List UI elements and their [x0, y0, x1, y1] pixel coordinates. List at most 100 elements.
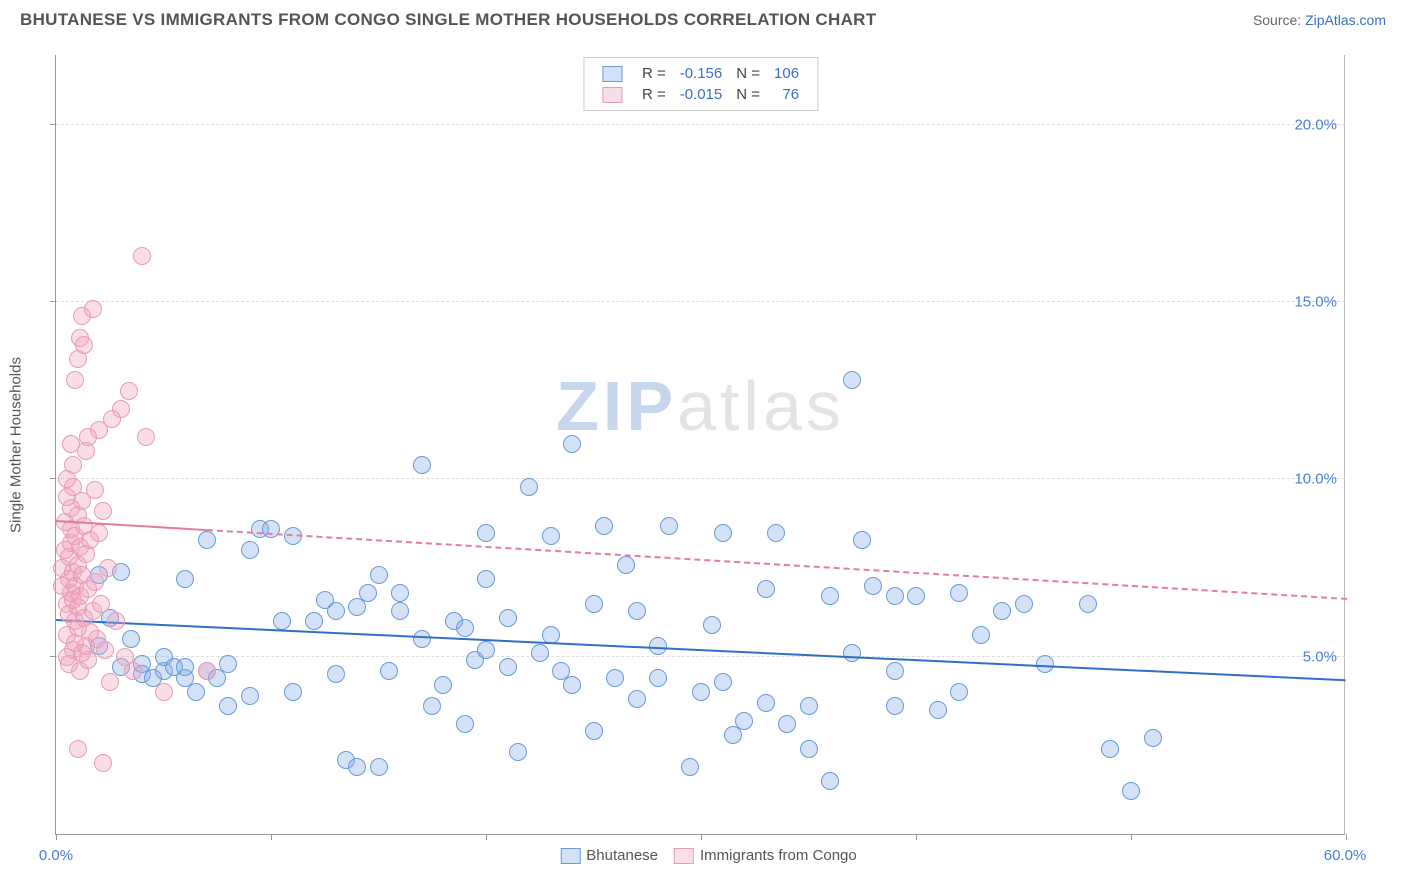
data-point: [94, 754, 112, 772]
data-point: [993, 602, 1011, 620]
data-point: [499, 609, 517, 627]
data-point: [359, 584, 377, 602]
data-point: [821, 772, 839, 790]
data-point: [477, 570, 495, 588]
data-point: [649, 669, 667, 687]
data-point: [595, 517, 613, 535]
legend-series-name: Immigrants from Congo: [700, 847, 857, 864]
n-label: N =: [730, 85, 766, 104]
data-point: [778, 715, 796, 733]
data-point: [413, 630, 431, 648]
x-tick: [1131, 834, 1132, 840]
n-label: N =: [730, 64, 766, 83]
data-point: [628, 602, 646, 620]
r-value: -0.015: [674, 85, 729, 104]
r-label: R =: [636, 85, 672, 104]
data-point: [198, 531, 216, 549]
data-point: [241, 541, 259, 559]
data-point: [509, 743, 527, 761]
data-point: [531, 644, 549, 662]
data-point: [714, 524, 732, 542]
legend-stats: R =-0.156N =106 R =-0.015N =76: [583, 57, 818, 111]
n-value: 76: [768, 85, 805, 104]
watermark: ZIPatlas: [556, 366, 845, 446]
data-point: [800, 740, 818, 758]
data-point: [120, 382, 138, 400]
legend-swatch: [602, 66, 622, 82]
data-point: [124, 662, 142, 680]
data-point: [96, 641, 114, 659]
data-point: [585, 722, 603, 740]
y-tick-label: 20.0%: [1294, 116, 1337, 133]
data-point: [413, 456, 431, 474]
data-point: [477, 524, 495, 542]
gridline: [56, 124, 1345, 125]
data-point: [219, 697, 237, 715]
data-point: [69, 740, 87, 758]
legend-stat-row: R =-0.015N =76: [596, 85, 805, 104]
source-attribution: Source: ZipAtlas.com: [1253, 12, 1386, 28]
data-point: [137, 428, 155, 446]
data-point: [456, 619, 474, 637]
data-point: [1079, 595, 1097, 613]
data-point: [107, 612, 125, 630]
x-tick: [701, 834, 702, 840]
data-point: [198, 662, 216, 680]
gridline: [56, 301, 1345, 302]
watermark-zip: ZIP: [556, 367, 677, 445]
data-point: [187, 683, 205, 701]
data-point: [327, 602, 345, 620]
data-point: [92, 595, 110, 613]
data-point: [75, 336, 93, 354]
data-point: [821, 587, 839, 605]
data-point: [434, 676, 452, 694]
y-tick: [50, 124, 56, 125]
data-point: [273, 612, 291, 630]
data-point: [853, 531, 871, 549]
data-point: [606, 669, 624, 687]
data-point: [692, 683, 710, 701]
data-point: [681, 758, 699, 776]
source-link[interactable]: ZipAtlas.com: [1305, 12, 1386, 28]
data-point: [94, 502, 112, 520]
regression-line: [56, 619, 1346, 681]
data-point: [886, 587, 904, 605]
data-point: [1015, 595, 1033, 613]
data-point: [563, 676, 581, 694]
chart-title: BHUTANESE VS IMMIGRANTS FROM CONGO SINGL…: [20, 10, 876, 30]
data-point: [112, 400, 130, 418]
legend-swatch: [674, 848, 694, 864]
data-point: [660, 517, 678, 535]
data-point: [262, 520, 280, 538]
data-point: [843, 644, 861, 662]
data-point: [864, 577, 882, 595]
data-point: [703, 616, 721, 634]
data-point: [86, 481, 104, 499]
data-point: [843, 371, 861, 389]
data-point: [66, 371, 84, 389]
data-point: [391, 584, 409, 602]
scatter-chart: Single Mother Households ZIPatlas R =-0.…: [55, 55, 1345, 835]
r-value: -0.156: [674, 64, 729, 83]
legend-stat-row: R =-0.156N =106: [596, 64, 805, 83]
x-tick: [271, 834, 272, 840]
data-point: [101, 673, 119, 691]
data-point: [520, 478, 538, 496]
data-point: [628, 690, 646, 708]
right-axis-line: [1344, 55, 1345, 834]
y-tick: [50, 656, 56, 657]
data-point: [585, 595, 603, 613]
y-tick-label: 15.0%: [1294, 294, 1337, 311]
data-point: [155, 683, 173, 701]
data-point: [176, 570, 194, 588]
legend-series: BhutaneseImmigrants from Congo: [544, 847, 856, 864]
data-point: [99, 559, 117, 577]
data-point: [84, 300, 102, 318]
data-point: [1036, 655, 1054, 673]
x-tick: [1346, 834, 1347, 840]
legend-swatch: [560, 848, 580, 864]
data-point: [714, 673, 732, 691]
data-point: [79, 651, 97, 669]
y-tick: [50, 478, 56, 479]
data-point: [305, 612, 323, 630]
